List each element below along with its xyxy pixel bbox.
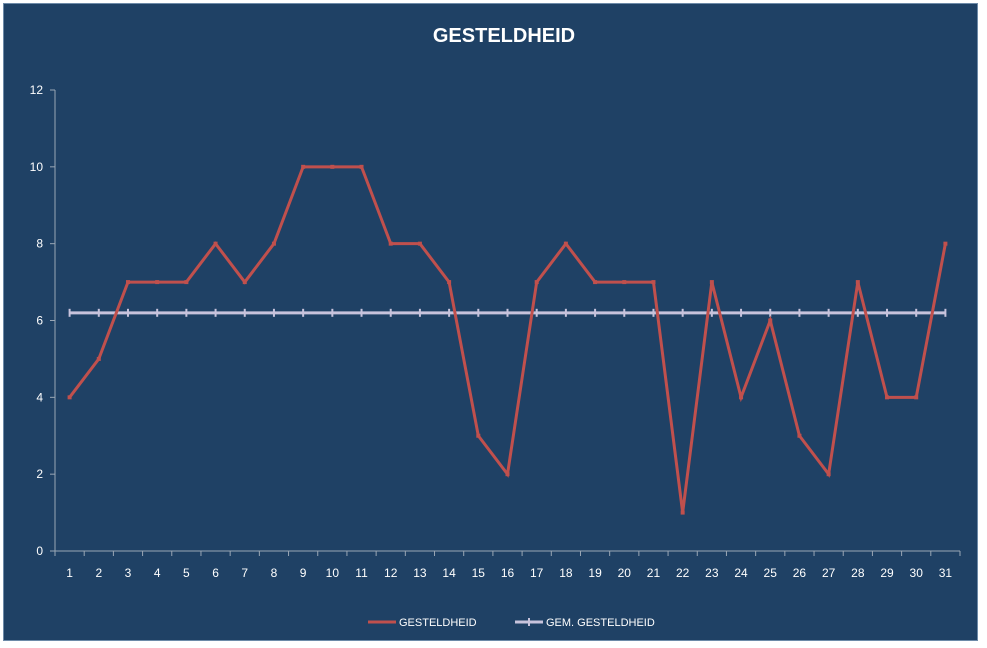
x-tick-label: 9 [300,566,307,580]
x-tick-label: 12 [384,566,398,580]
data-point-gesteldheid [476,433,481,438]
data-point-gesteldheid [680,510,685,515]
x-tick-label: 28 [851,566,865,580]
x-tick-label: 26 [793,566,807,580]
y-tick-label: 2 [36,467,43,481]
data-point-gesteldheid [855,280,860,285]
legend-label-gem-gesteldheid: GEM. GESTELDHEID [546,617,655,629]
data-point-gesteldheid [943,241,948,246]
x-tick-label: 25 [764,566,778,580]
data-point-gesteldheid [914,395,919,400]
data-point-gesteldheid [826,472,831,477]
x-tick-label: 23 [705,566,719,580]
x-tick-label: 3 [125,566,132,580]
data-point-gesteldheid [593,280,598,285]
x-tick-label: 30 [910,566,924,580]
data-point-gesteldheid [709,280,714,285]
x-tick-label: 11 [355,566,368,580]
data-point-gesteldheid [651,280,656,285]
data-point-gesteldheid [301,164,306,169]
data-point-gesteldheid [417,241,422,246]
data-point-gesteldheid [242,280,247,285]
x-tick-label: 14 [442,566,456,580]
x-tick-label: 24 [734,566,748,580]
x-tick-label: 15 [472,566,486,580]
data-point-gesteldheid [271,241,276,246]
data-point-gesteldheid [359,164,364,169]
x-tick-label: 6 [212,566,219,580]
x-tick-label: 16 [501,566,515,580]
x-tick-label: 18 [559,566,573,580]
series-line-gesteldheid [68,165,947,513]
data-point-gesteldheid [155,280,160,285]
data-point-gesteldheid [447,280,452,285]
y-tick-label: 10 [30,160,44,174]
data-point-gesteldheid [768,318,773,323]
data-point-gesteldheid [739,395,744,400]
x-tick-label: 27 [822,566,836,580]
x-tick-label: 7 [241,566,248,580]
chart-area [3,3,978,641]
x-tick-label: 2 [95,566,102,580]
x-tick-label: 4 [154,566,161,580]
x-tick-label: 5 [183,566,190,580]
data-point-gesteldheid [388,241,393,246]
x-tick-label: 29 [880,566,894,580]
x-tick-label: 21 [647,566,661,580]
x-tick-label: 13 [413,566,427,580]
data-point-gesteldheid [213,241,218,246]
x-tick-label: 20 [618,566,632,580]
y-tick-label: 8 [36,237,43,251]
x-tick-label: 8 [271,566,278,580]
data-point-gesteldheid [885,395,890,400]
data-point-gesteldheid [125,280,130,285]
x-tick-label: 31 [939,566,953,580]
y-tick-label: 12 [30,83,44,97]
y-tick-label: 4 [36,390,43,404]
legend-label-gesteldheid: GESTELDHEID [399,617,477,629]
chart-title: GESTELDHEID [433,25,575,47]
data-point-gesteldheid [505,472,510,477]
data-point-gesteldheid [797,433,802,438]
data-point-gesteldheid [534,280,539,285]
y-tick-label: 0 [36,544,43,558]
x-tick-label: 19 [588,566,602,580]
series-layer [67,164,948,515]
data-point-gesteldheid [67,395,72,400]
data-point-gesteldheid [622,280,627,285]
x-tick-label: 1 [66,566,73,580]
data-point-gesteldheid [96,356,101,361]
legend: GESTELDHEID GEM. GESTELDHEID [368,617,655,629]
data-point-gesteldheid [563,241,568,246]
y-tick-label: 6 [36,314,43,328]
data-point-gesteldheid [330,164,335,169]
x-tick-label: 17 [530,566,544,580]
data-point-gesteldheid [184,280,189,285]
x-tick-label: 22 [676,566,690,580]
x-tick-label: 10 [326,566,340,580]
